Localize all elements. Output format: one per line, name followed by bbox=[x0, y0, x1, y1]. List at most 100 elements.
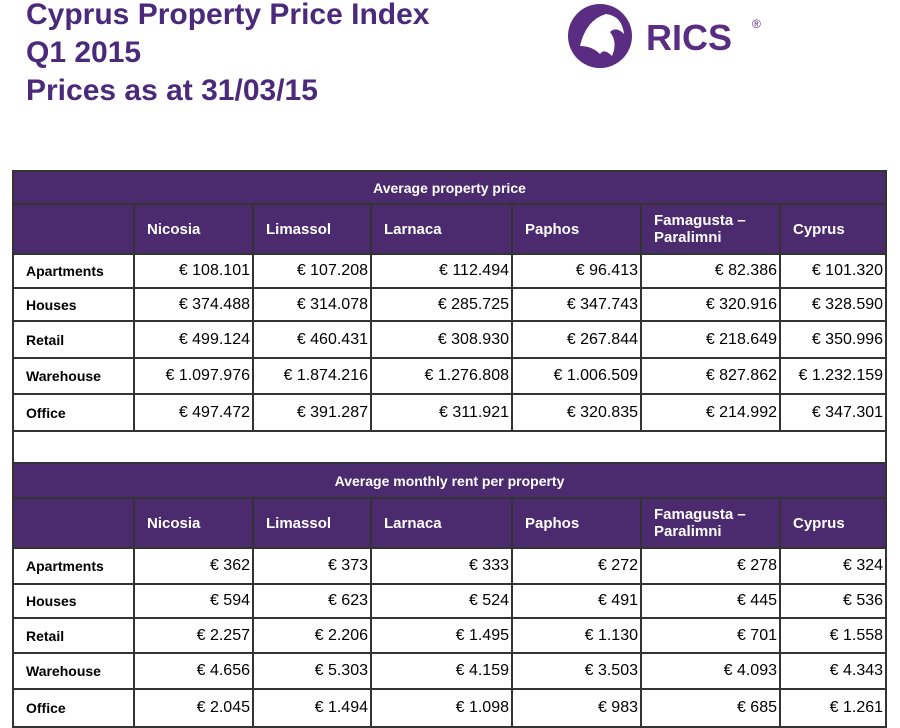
value-cell: € 362 bbox=[133, 547, 254, 585]
value-cell: € 1.874.216 bbox=[252, 357, 372, 395]
value-cell: € 3.503 bbox=[511, 652, 642, 690]
value-cell: € 314.078 bbox=[252, 287, 372, 322]
value-cell: € 1.130 bbox=[511, 617, 642, 654]
value-cell: € 1.261 bbox=[778, 688, 888, 728]
value-cell: € 112.494 bbox=[370, 253, 513, 289]
value-cell: € 391.287 bbox=[252, 393, 372, 432]
value-cell: € 311.921 bbox=[370, 393, 513, 432]
value-cell: € 1.098 bbox=[370, 688, 513, 728]
logo-text: RICS bbox=[646, 17, 732, 58]
value-cell: € 2.045 bbox=[133, 688, 254, 728]
value-cell: € 373 bbox=[252, 547, 372, 585]
title: Cyprus Property Price Index Q1 2015 Pric… bbox=[26, 0, 429, 110]
value-cell: € 101.320 bbox=[778, 253, 888, 289]
value-cell: € 96.413 bbox=[511, 253, 642, 289]
data-row: Apartments € 108.101 € 107.208 € 112.494 € 9… bbox=[12, 253, 888, 289]
tables: Average property price Nicosia Limassol Lar… bbox=[11, 170, 888, 728]
value-cell: € 5.303 bbox=[252, 652, 372, 690]
row-label: Houses bbox=[12, 583, 135, 619]
data-row: Retail € 2.257 € 2.206 € 1.495 € 1.130 € 701 €… bbox=[12, 617, 888, 654]
header-row: Nicosia Limassol Larnaca Paphos Famagusta – … bbox=[12, 203, 888, 255]
column-header: Cyprus bbox=[778, 203, 888, 255]
value-cell: € 347.301 bbox=[778, 393, 888, 432]
logo-lion bbox=[580, 14, 624, 56]
column-header: Famagusta – Paralimni bbox=[640, 203, 781, 255]
column-header: Nicosia bbox=[133, 203, 254, 255]
value-cell: € 328.590 bbox=[778, 287, 888, 322]
data-row: Retail € 499.124 € 460.431 € 308.930 € 267.8… bbox=[12, 320, 888, 359]
column-header: Famagusta – Paralimni bbox=[640, 497, 781, 549]
data-row: Office € 497.472 € 391.287 € 311.921 € 320.8… bbox=[12, 393, 888, 432]
title-row: Average monthly rent per property bbox=[11, 462, 888, 499]
data-row: Apartments € 362 € 373 € 333 € 272 € 278 € 324 bbox=[12, 547, 888, 585]
value-cell: € 524 bbox=[370, 583, 513, 619]
title-line: Cyprus Property Price Index bbox=[26, 0, 430, 31]
row-label: Office bbox=[12, 688, 135, 728]
table: Average property price Nicosia Limassol Lar… bbox=[11, 170, 888, 728]
value-cell: € 2.257 bbox=[133, 617, 254, 654]
value-cell: € 350.996 bbox=[778, 320, 888, 359]
column-header: Limassol bbox=[252, 497, 372, 549]
column-header: Limassol bbox=[252, 203, 372, 255]
value-cell: € 2.206 bbox=[252, 617, 372, 654]
value-cell: € 1.097.976 bbox=[133, 357, 254, 395]
value-cell: € 214.992 bbox=[640, 393, 781, 432]
value-cell: € 499.124 bbox=[133, 320, 254, 359]
value-cell: € 4.343 bbox=[778, 652, 888, 690]
value-cell: € 1.006.509 bbox=[511, 357, 642, 395]
data-row: Houses € 594 € 623 € 524 € 491 € 445 € 536 bbox=[12, 583, 888, 619]
title-row: Average property price bbox=[11, 170, 888, 205]
corner-cell bbox=[12, 497, 135, 549]
column-header: Larnaca bbox=[370, 497, 513, 549]
value-cell: € 1.558 bbox=[778, 617, 888, 654]
table-title: Average monthly rent per property bbox=[11, 462, 888, 499]
row-label: Houses bbox=[12, 287, 135, 322]
row-label: Apartments bbox=[12, 253, 135, 289]
row-label: Retail bbox=[12, 617, 135, 654]
value-cell: € 497.472 bbox=[133, 393, 254, 432]
value-cell: € 82.386 bbox=[640, 253, 781, 289]
logo-mark: ® bbox=[752, 17, 761, 31]
value-cell: € 1.495 bbox=[370, 617, 513, 654]
value-cell: € 460.431 bbox=[252, 320, 372, 359]
value-cell: € 374.488 bbox=[133, 287, 254, 322]
corner-cell bbox=[12, 203, 135, 255]
value-cell: € 827.862 bbox=[640, 357, 781, 395]
value-cell: € 218.649 bbox=[640, 320, 781, 359]
column-header: Nicosia bbox=[133, 497, 254, 549]
value-cell: € 308.930 bbox=[370, 320, 513, 359]
value-cell: € 1.232.159 bbox=[778, 357, 888, 395]
title-line: Q1 2015 bbox=[26, 36, 142, 69]
column-header: Paphos bbox=[511, 497, 642, 549]
value-cell: € 4.093 bbox=[640, 652, 781, 690]
data-row: Warehouse € 1.097.976 € 1.874.216 € 1.276.8… bbox=[12, 357, 888, 395]
data-row: Houses € 374.488 € 314.078 € 285.725 € 347.7… bbox=[12, 287, 888, 322]
row-label: Warehouse bbox=[12, 652, 135, 690]
header-row: Nicosia Limassol Larnaca Paphos Famagusta – … bbox=[12, 497, 888, 549]
value-cell: € 285.725 bbox=[370, 287, 513, 322]
value-cell: € 445 bbox=[640, 583, 781, 619]
value-cell: € 491 bbox=[511, 583, 642, 619]
value-cell: € 4.159 bbox=[370, 652, 513, 690]
value-cell: € 324 bbox=[778, 547, 888, 585]
spacer-row bbox=[11, 430, 888, 464]
logo: RICS ® bbox=[568, 4, 761, 68]
value-cell: € 1.494 bbox=[252, 688, 372, 728]
value-cell: € 107.208 bbox=[252, 253, 372, 289]
value-cell: € 320.916 bbox=[640, 287, 781, 322]
value-cell: € 347.743 bbox=[511, 287, 642, 322]
row-label: Office bbox=[12, 393, 135, 432]
value-cell: € 272 bbox=[511, 547, 642, 585]
row-label: Warehouse bbox=[12, 357, 135, 395]
row-label: Apartments bbox=[12, 547, 135, 585]
value-cell: € 685 bbox=[640, 688, 781, 728]
value-cell: € 594 bbox=[133, 583, 254, 619]
value-cell: € 536 bbox=[778, 583, 888, 619]
title-line: Prices as at 31/03/15 bbox=[26, 74, 318, 107]
data-row: Warehouse € 4.656 € 5.303 € 4.159 € 3.503 € 4… bbox=[12, 652, 888, 690]
value-cell: € 623 bbox=[252, 583, 372, 619]
value-cell: € 1.276.808 bbox=[370, 357, 513, 395]
column-header: Cyprus bbox=[778, 497, 888, 549]
value-cell: € 701 bbox=[640, 617, 781, 654]
